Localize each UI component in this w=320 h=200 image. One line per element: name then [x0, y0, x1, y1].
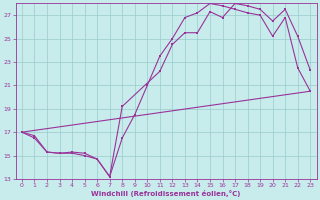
- X-axis label: Windchill (Refroidissement éolien,°C): Windchill (Refroidissement éolien,°C): [92, 190, 241, 197]
